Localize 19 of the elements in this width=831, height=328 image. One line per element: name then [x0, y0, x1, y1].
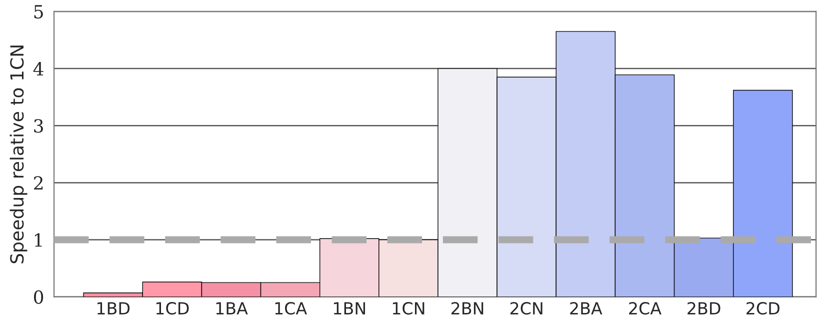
x-tick-label: 1BD — [97, 302, 130, 314]
x-tick-label: 2BN — [451, 302, 484, 314]
x-tick-label: 1BN — [334, 302, 365, 314]
x-tick-label: 1CA — [275, 302, 307, 315]
x-tick-label: 2BA — [570, 302, 602, 314]
x-tick-label: 2CN — [510, 302, 542, 315]
x-tick-label: 2CD — [746, 302, 780, 315]
x-tick-label: 2BD — [688, 302, 720, 314]
x-tick-label: 2CA — [629, 302, 662, 315]
y-tick-label: 1 — [35, 233, 42, 247]
y-tick-label: 4 — [33, 62, 44, 76]
x-tick-label: 1CN — [392, 302, 424, 315]
x-tick-label: 1CD — [156, 302, 189, 315]
x-tick-label: 1BA — [216, 302, 248, 314]
y-tick-label: 3 — [34, 119, 43, 133]
y-tick-label: 5 — [34, 5, 43, 19]
y-tick-label: 2 — [34, 176, 43, 190]
y-tick-label: 0 — [34, 290, 44, 304]
y-axis-title: Speedup relative to 1CN — [10, 46, 28, 264]
